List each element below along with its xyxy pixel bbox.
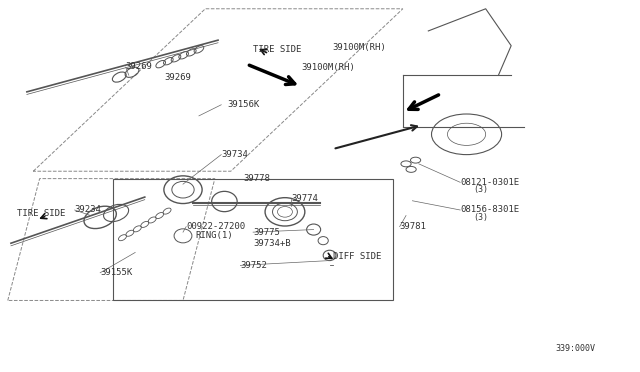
Text: 08121-0301E: 08121-0301E <box>460 178 519 187</box>
Text: 00922-27200: 00922-27200 <box>186 222 245 231</box>
Text: 39234: 39234 <box>75 205 102 215</box>
Text: 39100M(RH): 39100M(RH) <box>333 43 387 52</box>
Text: 39269: 39269 <box>125 61 152 71</box>
Text: TIRE SIDE: TIRE SIDE <box>17 209 66 218</box>
Text: 08156-8301E: 08156-8301E <box>460 205 519 215</box>
Text: RING(1): RING(1) <box>196 231 234 240</box>
Text: 39100M(RH): 39100M(RH) <box>301 63 355 72</box>
Text: 339:000V: 339:000V <box>556 344 596 353</box>
Text: 39778: 39778 <box>244 174 271 183</box>
Text: 39734+B: 39734+B <box>253 239 291 248</box>
Text: 39781: 39781 <box>399 222 426 231</box>
Text: 39775: 39775 <box>253 228 280 237</box>
Text: 39734: 39734 <box>221 150 248 159</box>
Text: 39155K: 39155K <box>100 268 132 277</box>
Text: (3): (3) <box>473 185 488 194</box>
Text: TIRE SIDE: TIRE SIDE <box>253 45 301 54</box>
Text: 39752: 39752 <box>241 261 268 270</box>
Text: 39156K: 39156K <box>228 100 260 109</box>
Text: (3): (3) <box>473 213 488 222</box>
Text: 39774: 39774 <box>291 195 318 203</box>
Text: DIFF SIDE: DIFF SIDE <box>333 251 381 261</box>
Text: 39269: 39269 <box>164 73 191 81</box>
